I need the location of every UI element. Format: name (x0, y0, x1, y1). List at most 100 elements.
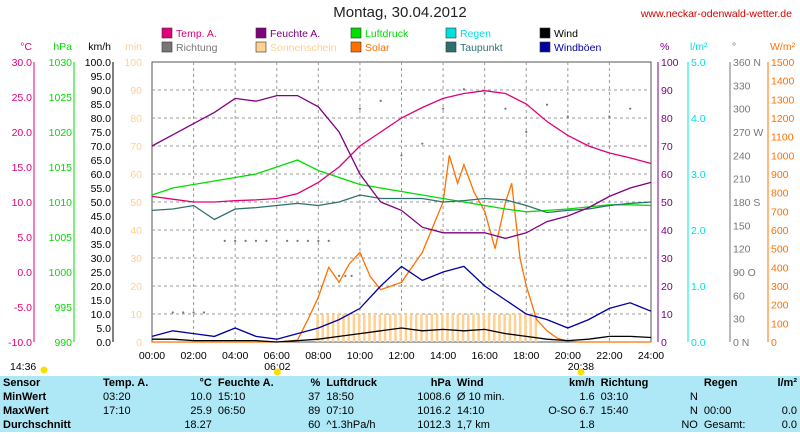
y-tick-label-right: 360 N (733, 57, 761, 69)
sun-marker-dot (577, 368, 585, 376)
stats-header: Feuchte A. (217, 377, 274, 389)
y-tick-label-left: 30.0 (91, 253, 112, 265)
direction-point (296, 239, 299, 242)
direction-point (350, 274, 353, 277)
sun-marker-label: 20:38 (568, 361, 594, 373)
sunshine-bar (472, 314, 475, 342)
x-tick-label: 06:00 (264, 350, 290, 362)
legend-label-pressure: Luftdruck (365, 28, 409, 40)
y-tick-label-left: 25.0 (91, 267, 112, 279)
y-tick-label-right: 100 (661, 57, 679, 69)
sunshine-bar (456, 314, 460, 342)
y-tick-label-right: 1100 (771, 132, 794, 144)
axis-unit-left: min (125, 41, 142, 53)
stats-header: Sensor (3, 377, 41, 389)
site-url[interactable]: www.neckar-odenwald-wetter.de (640, 8, 792, 20)
y-tick-label-right: 0 N (733, 337, 749, 349)
stats-cell: N (689, 391, 698, 403)
sunshine-bar (415, 314, 418, 342)
y-tick-label-left: -10.0 (8, 337, 32, 349)
x-tick-label: 18:00 (513, 350, 539, 362)
stats-header: Regen (703, 377, 738, 389)
stats-cell: 03:20 (103, 391, 131, 403)
stats-header: Luftdruck (326, 377, 378, 389)
stats-cell: NO (681, 419, 698, 431)
direction-point (265, 239, 268, 242)
y-tick-label-left: 50 (130, 197, 142, 209)
y-tick-label-left: 65.0 (91, 155, 112, 167)
y-tick-label-left: 10.0 (12, 197, 33, 209)
sunshine-bar (503, 314, 506, 342)
x-tick-label: 04:00 (222, 350, 248, 362)
legend-swatch-solar (350, 41, 362, 53)
y-tick-label-left: 0 (136, 337, 142, 349)
stats-header: Richtung (600, 377, 649, 389)
y-tick-label-right: 1000 (771, 150, 795, 162)
y-tick-label-right: 30 (661, 253, 673, 265)
direction-point (182, 311, 185, 314)
legend-swatch-pressure (350, 27, 362, 39)
legend-label-humidity: Feuchte A. (270, 28, 320, 40)
stats-row-min: MinWert 03:20 10.0 15:10 37 18:50 1008.6… (0, 390, 800, 404)
y-tick-label-right: 3.0 (691, 169, 706, 181)
axis-unit-right: l/m² (690, 41, 708, 53)
stats-row-label: Durchschnitt (3, 419, 71, 431)
direction-point (629, 107, 632, 110)
direction-point (244, 239, 247, 242)
sunshine-bar (383, 314, 387, 342)
sunshine-bar (420, 314, 423, 342)
stats-header: Temp. A. (103, 377, 149, 389)
stats-header: °C (199, 377, 212, 389)
legend-swatch-sunshine (255, 41, 267, 53)
direction-point (327, 239, 330, 242)
stats-cell: 15:10 (217, 391, 246, 403)
y-tick-label-right: 900 (771, 169, 789, 181)
direction-point (306, 239, 310, 242)
y-tick-label-left: 20 (130, 281, 142, 293)
sunshine-bar (368, 314, 371, 342)
y-tick-label-left: 1030 (49, 57, 73, 69)
y-tick-label-left: 100.0 (85, 57, 111, 69)
series-line-temp (151, 90, 652, 203)
y-tick-label-left: 80 (130, 113, 142, 125)
direction-point (171, 311, 174, 314)
stats-cell: 60 (308, 419, 321, 431)
y-tick-label-right: 4.0 (691, 113, 706, 125)
series-line-dewpoint (151, 194, 652, 221)
y-tick-label-left: 75.0 (91, 127, 112, 139)
sunshine-bar (518, 314, 522, 342)
y-tick-label-left: 60.0 (91, 169, 112, 181)
direction-point (317, 239, 320, 242)
direction-point (587, 142, 590, 145)
y-tick-label-right: 90 O (733, 267, 756, 279)
stats-cell: 0.0 (781, 419, 797, 431)
axis-unit-right: ° (732, 41, 736, 53)
y-tick-label-left: 20.0 (91, 281, 112, 293)
stats-cell: N (689, 405, 698, 417)
direction-point (379, 99, 382, 102)
y-tick-label-left: 5.0 (17, 232, 32, 244)
y-tick-label-left: 1005 (49, 232, 73, 244)
y-tick-label-left: 95.0 (91, 71, 112, 83)
stats-cell: 10.0 (190, 391, 212, 403)
x-tick-label: 12:00 (388, 350, 414, 362)
y-tick-label-left: 1020 (49, 127, 73, 139)
y-tick-label-right: 330 (733, 80, 751, 92)
sun-marker-dot (273, 368, 281, 376)
y-tick-label-left: -5.0 (14, 302, 32, 314)
y-tick-label-left: 60 (130, 169, 142, 181)
y-tick-label-left: 85.0 (91, 99, 112, 111)
stats-cell: 1.6 (579, 391, 595, 403)
legend-label-gusts: Windböen (554, 42, 601, 54)
stats-cell (765, 390, 800, 404)
y-tick-label-left: 995 (54, 302, 72, 314)
stats-cell: 07:10 (326, 405, 354, 417)
series-line-pressure (151, 159, 652, 213)
stats-cell: 0.0 (781, 405, 797, 417)
sunshine-bar (524, 314, 527, 342)
direction-point (286, 239, 289, 242)
y-tick-label-right: 1500 (771, 57, 795, 69)
legend-label-solar: Solar (365, 42, 390, 54)
y-tick-label-right: 30 (733, 314, 745, 326)
stats-cell (215, 418, 299, 432)
